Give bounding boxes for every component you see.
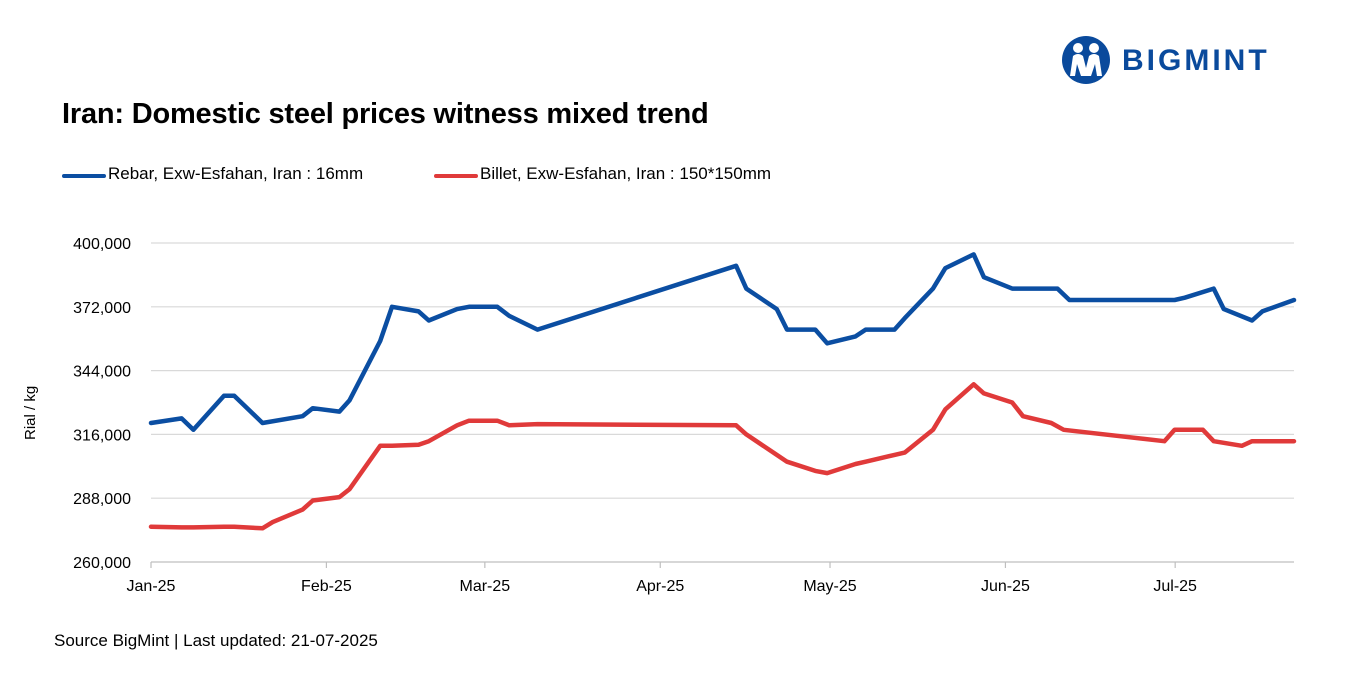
legend-label-rebar: Rebar, Exw-Esfahan, Iran : 16mm <box>108 164 364 183</box>
x-tick-label: Apr-25 <box>636 578 684 595</box>
y-tick-label: 400,000 <box>73 236 131 253</box>
y-tick-label: 344,000 <box>73 364 131 381</box>
grid-lines <box>151 242 1294 499</box>
series-lines <box>148 252 1297 531</box>
legend-swatch-billet <box>434 174 478 178</box>
x-axis-ticks: Jan-25 Feb-25 Mar-25 Apr-25 May-25 Jun-25 Jul-… <box>127 562 1197 595</box>
x-tick-label: May-25 <box>803 578 856 595</box>
x-tick-label: Jun-25 <box>981 578 1030 595</box>
x-tick-label: Jul-25 <box>1153 578 1197 595</box>
legend-label-billet: Billet, Exw-Esfahan, Iran : 150*150mm <box>480 164 772 183</box>
bigmint-logo: BIGMINT <box>1060 34 1310 86</box>
x-tick-label: Jan-25 <box>127 578 176 595</box>
x-tick-label: Feb-25 <box>301 578 352 595</box>
x-tick-label: Mar-25 <box>460 578 511 595</box>
y-tick-label: 372,000 <box>73 300 131 317</box>
legend-swatch-rebar <box>62 174 106 178</box>
y-tick-label: 288,000 <box>73 491 131 508</box>
source-note: Source BigMint | Last updated: 21-07-202… <box>54 631 378 650</box>
brand-name: BIGMINT <box>1122 44 1270 77</box>
y-tick-label: 316,000 <box>73 427 131 444</box>
series-line-billet <box>148 382 1297 531</box>
series-line-rebar <box>148 252 1297 433</box>
y-tick-label: 260,000 <box>73 555 131 572</box>
y-axis-ticks: 260,000 288,000 316,000 344,000 372,000 400,0… <box>73 236 131 572</box>
bigmint-people-logo-icon <box>1062 36 1110 84</box>
chart-title: Iran: Domestic steel prices witness mixe… <box>62 98 709 130</box>
